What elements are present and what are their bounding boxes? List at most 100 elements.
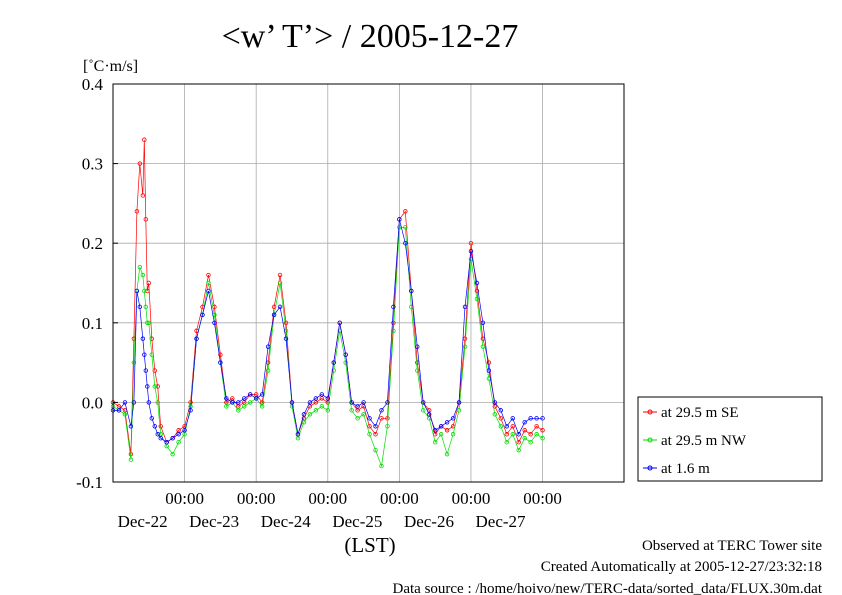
data-point (403, 240, 408, 246)
data-point (397, 217, 402, 222)
data-point (331, 368, 336, 373)
data-point (355, 404, 360, 409)
data-point (283, 320, 289, 325)
data-point (158, 436, 163, 441)
data-point (242, 404, 247, 409)
data-point (349, 400, 354, 405)
data-point (142, 137, 147, 142)
data-point (182, 428, 187, 433)
data-point (206, 280, 211, 286)
data-point (391, 304, 396, 310)
y-tick-label: 0.3 (82, 155, 103, 174)
data-point (206, 272, 211, 278)
data-point (146, 320, 151, 325)
footer-source: Data source : /home/hoivo/new/TERC-data/… (393, 581, 823, 595)
data-point (301, 412, 307, 417)
series-layer (110, 137, 545, 469)
data-point (176, 440, 181, 445)
data-point (534, 416, 539, 421)
data-point (142, 352, 147, 357)
data-point (170, 451, 175, 457)
data-point (271, 312, 277, 318)
data-point (259, 404, 265, 409)
data-point (492, 412, 498, 417)
x-tick-time: 00:00 (165, 489, 204, 508)
data-point (224, 404, 229, 409)
data-point (158, 424, 163, 429)
y-tick-label: 0.4 (82, 75, 104, 94)
series-line (112, 139, 543, 455)
data-point (474, 288, 480, 294)
data-point (480, 320, 486, 325)
data-point (331, 360, 336, 365)
plot-area-frame (112, 83, 625, 483)
x-tick-date: Dec-23 (189, 512, 239, 531)
data-point (128, 424, 134, 429)
data-point (137, 161, 143, 166)
data-point (142, 288, 147, 294)
data-point (313, 396, 319, 401)
data-point (367, 416, 372, 421)
data-point (421, 408, 426, 413)
data-point (444, 428, 450, 433)
data-point (343, 352, 348, 357)
x-tick-date: Dec-24 (261, 512, 312, 531)
data-point (218, 360, 223, 365)
data-point (295, 432, 301, 437)
data-point (224, 396, 229, 401)
data-point (146, 280, 151, 286)
data-point (462, 304, 468, 310)
data-point (486, 368, 492, 373)
data-point (128, 457, 134, 462)
data-point (498, 416, 503, 421)
data-point (145, 288, 150, 294)
data-point (504, 424, 509, 429)
data-point (206, 288, 211, 294)
data-point (540, 436, 545, 441)
legend: at 29.5 m SE at 29.5 m NW at 1.6 m (637, 396, 823, 482)
data-point (143, 217, 149, 222)
data-point (367, 424, 372, 429)
data-point (373, 447, 378, 453)
data-point (462, 344, 468, 349)
x-tick-date: Dec-25 (332, 512, 382, 531)
data-point (149, 416, 154, 421)
data-point (170, 436, 175, 441)
data-point (137, 264, 143, 270)
data-point (379, 463, 384, 469)
y-tick-label: -0.1 (76, 473, 103, 492)
data-point (248, 400, 253, 405)
legend-box (637, 396, 823, 482)
data-point (540, 428, 545, 433)
data-point (149, 352, 154, 357)
x-tick-time: 00:00 (380, 489, 419, 508)
data-point (528, 440, 533, 445)
data-point (385, 424, 390, 429)
data-point (155, 400, 160, 405)
data-point (122, 412, 128, 417)
data-point (313, 408, 319, 413)
data-point (122, 400, 128, 405)
data-point (456, 400, 462, 405)
data-point (146, 400, 151, 405)
data-point (265, 368, 271, 373)
data-point (155, 384, 160, 389)
data-point (438, 432, 444, 437)
data-point (143, 304, 149, 310)
footer-site: Observed at TERC Tower site (642, 538, 822, 554)
data-point (540, 416, 545, 421)
data-point (134, 288, 140, 294)
data-point (343, 360, 348, 365)
data-point (140, 193, 146, 198)
data-point (164, 440, 169, 445)
y-tick-label: 0.2 (82, 234, 103, 253)
data-point (140, 272, 146, 278)
data-point (504, 440, 509, 445)
data-point (145, 384, 150, 389)
data-point (450, 432, 456, 437)
data-point (188, 408, 193, 413)
data-point (134, 209, 140, 214)
data-point (236, 400, 241, 405)
data-point (409, 288, 414, 294)
x-tick-date: Dec-26 (404, 512, 454, 531)
